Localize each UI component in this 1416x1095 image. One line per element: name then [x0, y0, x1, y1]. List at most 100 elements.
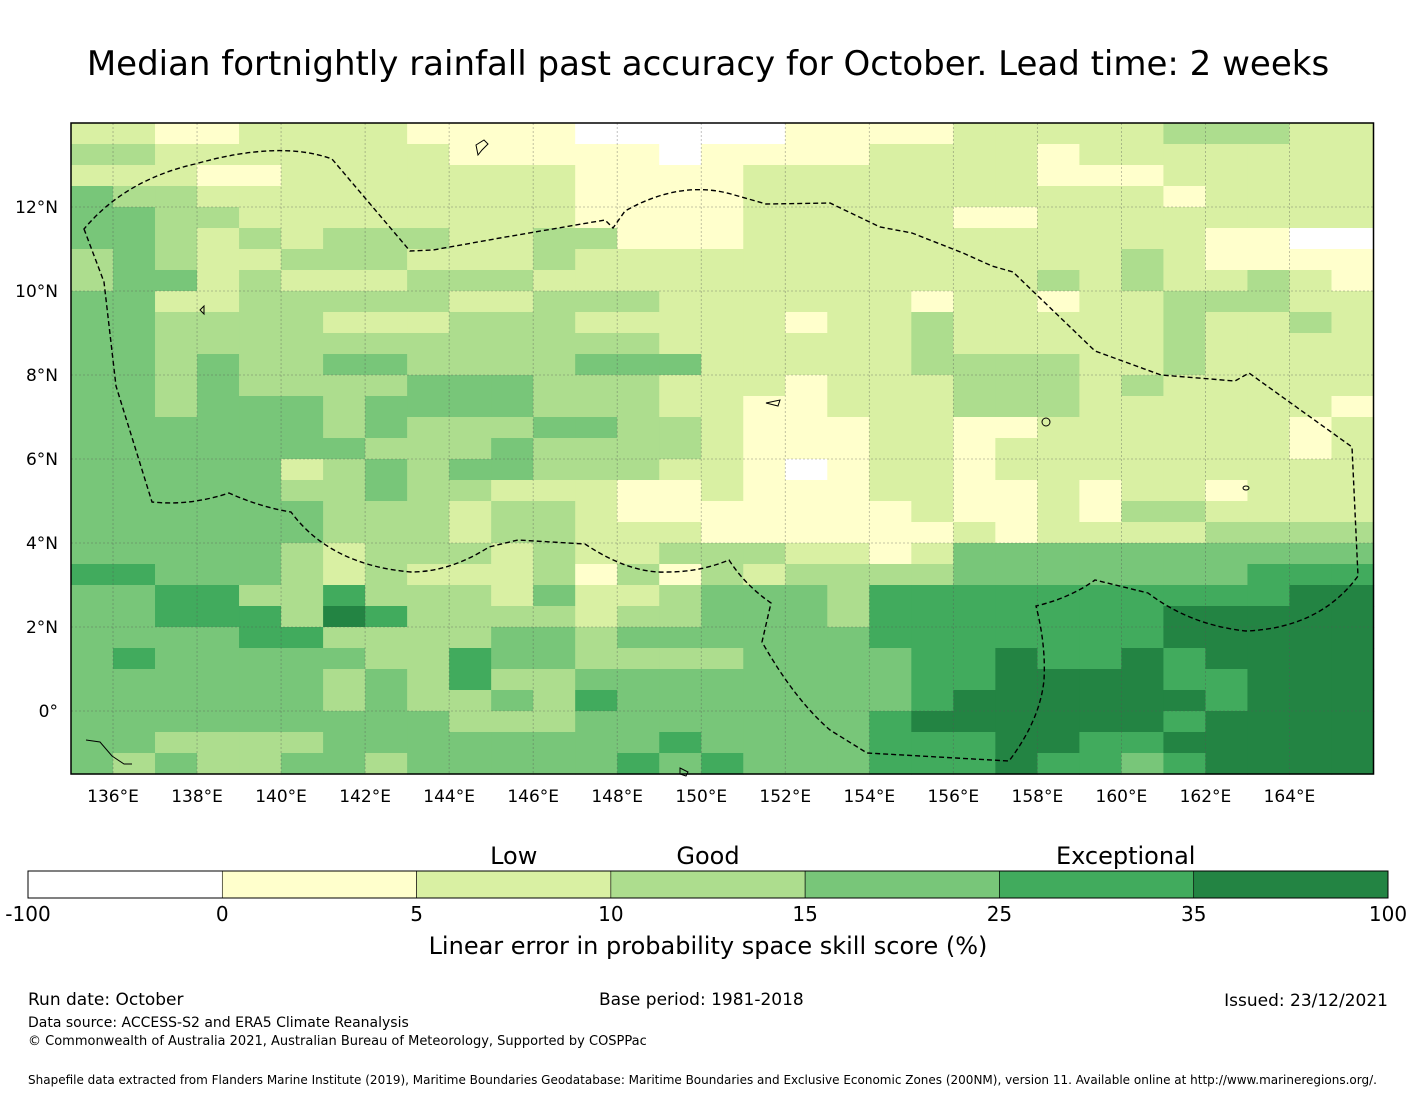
grid-cell — [827, 291, 870, 313]
grid-cell — [659, 606, 702, 628]
grid-cell — [827, 690, 870, 712]
grid-cell — [239, 501, 282, 523]
grid-cell — [743, 417, 786, 439]
grid-cell — [743, 501, 786, 523]
colorbar-frame — [27, 870, 1389, 899]
grid-cell — [1205, 564, 1249, 586]
grid-cell — [1079, 333, 1123, 355]
grid-cell — [323, 144, 366, 166]
grid-cell — [449, 669, 492, 691]
grid-cell — [239, 312, 282, 334]
grid-cell — [1289, 732, 1333, 754]
grid-cell — [197, 291, 240, 313]
grid-cell — [1205, 312, 1249, 334]
grid-cell — [239, 354, 282, 376]
grid-cell — [71, 123, 114, 145]
grid-cell — [323, 270, 366, 292]
grid-cell — [323, 333, 366, 355]
grid-cell — [995, 270, 1038, 292]
grid-cell — [575, 144, 618, 166]
grid-cell — [995, 690, 1038, 712]
lon-tick-label: 158°E — [1012, 787, 1064, 807]
grid-cell — [239, 123, 282, 145]
grid-cell — [869, 249, 912, 271]
grid-cell — [281, 207, 324, 229]
grid-cell — [1079, 312, 1123, 334]
grid-cell — [365, 606, 408, 628]
grid-cell — [701, 165, 744, 187]
grid-cell — [995, 165, 1038, 187]
grid-cell — [1247, 354, 1291, 376]
grid-cell — [953, 627, 996, 649]
grid-cell — [1163, 165, 1207, 187]
colorbar-swatch — [804, 870, 1000, 899]
grid-cell — [239, 543, 282, 565]
grid-cell — [197, 585, 240, 607]
grid-cell — [407, 165, 450, 187]
grid-cell — [617, 501, 660, 523]
grid-cell — [701, 438, 744, 460]
grid-cell — [1037, 207, 1080, 229]
grid-cell — [659, 165, 702, 187]
grid-cell — [239, 438, 282, 460]
grid-cell — [71, 417, 114, 439]
grid-cell — [1037, 459, 1080, 481]
grid-cell — [575, 711, 618, 733]
grid-cell — [113, 291, 156, 313]
colorbar-tick-label: 15 — [792, 902, 818, 926]
grid-cell — [701, 501, 744, 523]
grid-cell — [533, 669, 576, 691]
grid-cell — [491, 585, 534, 607]
grid-cell — [953, 291, 996, 313]
grid-cell — [239, 333, 282, 355]
grid-cell — [155, 438, 198, 460]
grid-cell — [1205, 375, 1249, 397]
grid-cell — [323, 438, 366, 460]
grid-cell — [197, 648, 240, 670]
grid-cell — [743, 753, 786, 775]
lon-tick-label: 138°E — [171, 787, 223, 807]
grid-cell — [911, 270, 954, 292]
grid-cell — [617, 522, 660, 544]
grid-cell — [365, 732, 408, 754]
grid-cell — [1121, 396, 1165, 418]
grid-cell — [785, 249, 828, 271]
grid-cell — [785, 585, 828, 607]
grid-cell — [533, 249, 576, 271]
grid-cell — [1037, 753, 1080, 775]
grid-cell — [785, 648, 828, 670]
grid-cell — [281, 480, 324, 502]
grid-cell — [71, 711, 114, 733]
grid-cell — [533, 690, 576, 712]
grid-cell — [995, 291, 1038, 313]
grid-cell — [1289, 123, 1333, 145]
grid-cell — [239, 270, 282, 292]
grid-cell — [575, 291, 618, 313]
grid-cell — [71, 291, 114, 313]
grid-cell — [1331, 501, 1375, 523]
grid-cell — [785, 270, 828, 292]
grid-cell — [1037, 144, 1080, 166]
grid-cell — [1205, 459, 1249, 481]
grid-cell — [785, 627, 828, 649]
grid-cell — [1163, 270, 1207, 292]
grid-cell — [1037, 690, 1080, 712]
grid-cell — [1037, 396, 1080, 418]
grid-cell — [113, 732, 156, 754]
grid-cell — [995, 123, 1038, 145]
grid-cell — [1121, 186, 1165, 208]
grid-cell — [197, 480, 240, 502]
grid-cell — [659, 186, 702, 208]
grid-cell — [911, 564, 954, 586]
copyright: © Commonwealth of Australia 2021, Austra… — [28, 1034, 647, 1049]
grid-cell — [995, 522, 1038, 544]
grid-cell — [659, 270, 702, 292]
grid-cell — [449, 522, 492, 544]
grid-cell — [239, 711, 282, 733]
lat-tick-label: 6°N — [26, 450, 58, 470]
grid-cell — [491, 480, 534, 502]
grid-cell — [71, 543, 114, 565]
grid-cell — [323, 690, 366, 712]
grid-cell — [1205, 543, 1249, 565]
grid-cell — [113, 228, 156, 250]
